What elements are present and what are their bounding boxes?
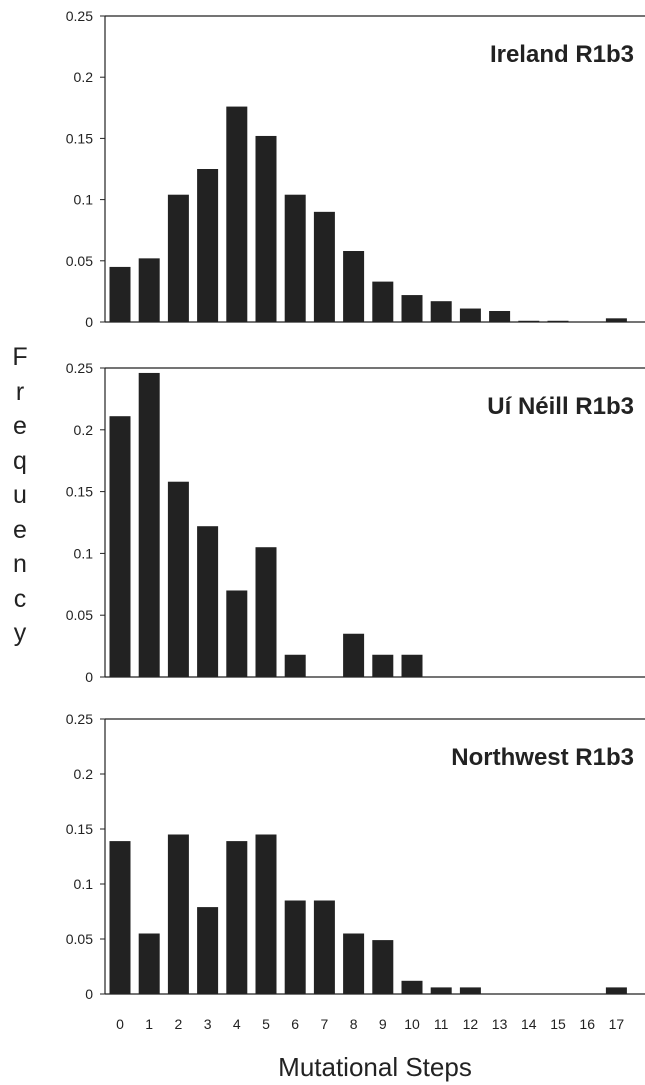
bar-8 [343,251,365,322]
bar-1 [138,258,160,322]
y-tick-label: 0.25 [66,711,93,727]
bar-1 [138,372,160,677]
y-tick-label: 0.1 [74,545,94,561]
panel-title: Uí Néill R1b3 [487,393,634,420]
bar-10 [401,980,423,994]
y-axis-label-letter: n [13,550,27,578]
bar-6 [284,654,306,677]
x-tick-label: 5 [262,1016,270,1032]
bar-6 [284,194,306,322]
x-tick-label: 6 [291,1016,299,1032]
x-tick-label: 4 [233,1016,241,1032]
bar-3 [197,526,219,677]
y-tick-label: 0.15 [66,130,93,146]
x-tick-label: 1 [145,1016,153,1032]
x-tick-label: 9 [379,1016,387,1032]
x-tick-label: 2 [175,1016,183,1032]
bar-3 [197,169,219,322]
bar-12 [459,308,481,322]
y-axis-label-letter: F [12,343,28,371]
y-tick-label: 0.25 [66,8,93,24]
y-tick-label: 0 [85,314,93,330]
bar-2 [167,481,189,677]
y-tick-label: 0.2 [74,69,94,85]
x-tick-label: 11 [434,1016,449,1032]
y-axis-label-letter: y [13,619,27,647]
bar-0 [109,266,131,322]
bar-9 [372,654,394,677]
y-tick-label: 0.25 [66,360,93,376]
bar-10 [401,654,423,677]
panel-title: Ireland R1b3 [490,41,634,68]
bar-7 [313,211,335,322]
x-tick-label: 3 [204,1016,212,1032]
x-tick-label: 8 [350,1016,358,1032]
bar-7 [313,900,335,994]
y-axis-label-letter: q [13,446,27,475]
bar-11 [430,987,452,994]
bar-15 [547,320,569,322]
y-tick-label: 0 [85,986,93,1002]
chart-panel-1: 0 0.05 0.1 0.15 0.2 0.25 Ireland R1b3 [66,8,645,330]
bar-17 [605,987,627,994]
y-axis-label-letter: e [13,515,27,544]
bar-1 [138,933,160,994]
x-tick-label: 14 [521,1016,537,1032]
bar-8 [343,933,365,994]
bar-17 [605,318,627,322]
y-tick-label: 0 [85,669,93,685]
bar-14 [518,320,540,322]
bar-3 [197,907,219,994]
y-tick-label: 0.05 [66,931,93,947]
x-tick-label: 16 [579,1016,595,1032]
panel-title: Northwest R1b3 [451,744,634,771]
x-tick-label: 12 [463,1016,479,1032]
x-tick-label: 17 [609,1016,625,1032]
bar-10 [401,295,423,322]
x-tick-label: 0 [116,1016,124,1032]
bar-5 [255,135,277,322]
bar-2 [167,194,189,322]
bar-4 [226,106,248,323]
x-tick-label: 13 [492,1016,508,1032]
y-tick-label: 0.2 [74,422,94,438]
x-axis-label: Mutational Steps [278,1052,472,1082]
bar-5 [255,834,277,994]
y-axis-label-letter: c [13,584,27,613]
y-tick-label: 0.1 [74,192,94,208]
y-tick-label: 0.15 [66,821,93,837]
x-tick-label: 10 [404,1016,420,1032]
chart-panel-2: 0 0.05 0.1 0.15 0.2 0.25 Uí Néill R1b3 [66,360,645,685]
bar-11 [430,301,452,322]
y-tick-label: 0.05 [66,253,93,269]
bar-6 [284,900,306,994]
bar-2 [167,834,189,994]
y-axis-label-letter: r [15,377,25,406]
y-tick-label: 0.05 [66,607,93,623]
bar-4 [226,841,248,994]
bar-4 [226,590,248,677]
y-tick-label: 0.2 [74,766,94,782]
bar-0 [109,416,131,677]
bar-13 [489,310,511,322]
y-axis-label-letter: u [13,481,27,509]
y-axis-label-letter: e [13,412,27,440]
y-tick-label: 0.15 [66,484,93,500]
bar-9 [372,281,394,322]
bar-5 [255,547,277,677]
x-tick-label: 15 [550,1016,566,1032]
y-tick-label: 0.1 [74,876,94,892]
bar-12 [459,987,481,994]
bar-9 [372,940,394,994]
bar-8 [343,633,365,677]
x-tick-label: 7 [321,1016,329,1032]
bar-0 [109,841,131,994]
